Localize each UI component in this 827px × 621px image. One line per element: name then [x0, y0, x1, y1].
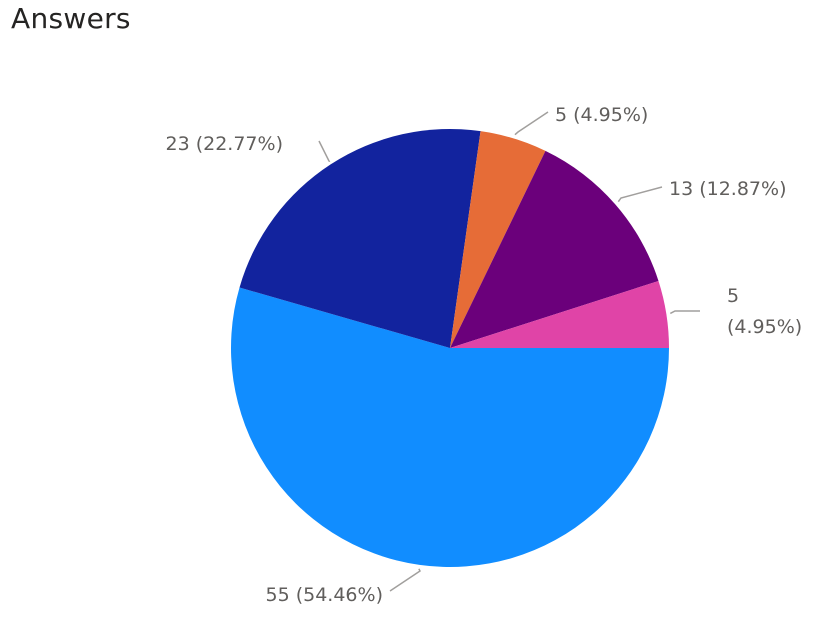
leader-line-5: [669, 310, 700, 315]
data-label-5-line-2: (4.95%): [727, 316, 802, 338]
leader-line-1: [389, 568, 421, 592]
data-label-5-line-1: 5: [727, 285, 739, 307]
pie-slice-1[interactable]: [230, 287, 670, 568]
pie-slice-2[interactable]: [239, 129, 481, 348]
leader-line-3: [514, 111, 549, 136]
data-label-4: 13 (12.87%): [669, 178, 787, 200]
pie-slice-4[interactable]: [450, 150, 659, 348]
chart-title: Answers: [11, 2, 131, 35]
data-label-2: 23 (22.77%): [166, 133, 284, 155]
pie-slices: [230, 129, 670, 568]
leader-line-4: [617, 186, 663, 203]
data-label-1: 55 (54.46%): [266, 584, 384, 606]
data-label-3: 5 (4.95%): [555, 104, 648, 126]
pie-slice-3[interactable]: [450, 131, 546, 348]
slice-labels: 55 (54.46%) 23 (22.77%) 5 (4.95%) 13 (12.87…: [166, 104, 803, 606]
leader-line-2: [318, 140, 331, 163]
pie-slice-5[interactable]: [450, 280, 669, 348]
